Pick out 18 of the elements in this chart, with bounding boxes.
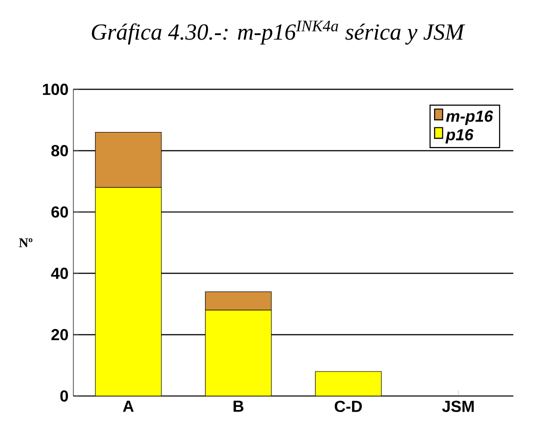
y-tick-label: 80 xyxy=(51,144,68,156)
bar xyxy=(205,291,272,310)
bar xyxy=(95,187,162,396)
chart-title: Gráfica 4.30.-: m-p16$^{INK4a}$ sérica y JSM xyxy=(92,20,466,44)
x-tick-label: C-D xyxy=(334,400,362,412)
bar xyxy=(315,371,382,396)
y-tick-label: 60 xyxy=(51,206,68,218)
bar xyxy=(205,310,272,396)
x-tick-label: JSM xyxy=(442,400,474,412)
legend-label: m-p16 xyxy=(446,110,494,125)
y-axis-title: Nº xyxy=(19,238,32,247)
x-tick-label: B xyxy=(234,400,244,412)
legend-label: p16 xyxy=(445,128,474,144)
y-tick-label: 100 xyxy=(42,84,68,95)
y-tick-label: 0 xyxy=(60,390,68,402)
x-tick-label: A xyxy=(122,400,134,412)
y-tick-label: 40 xyxy=(51,268,68,279)
y-tick-label: 20 xyxy=(51,328,68,340)
